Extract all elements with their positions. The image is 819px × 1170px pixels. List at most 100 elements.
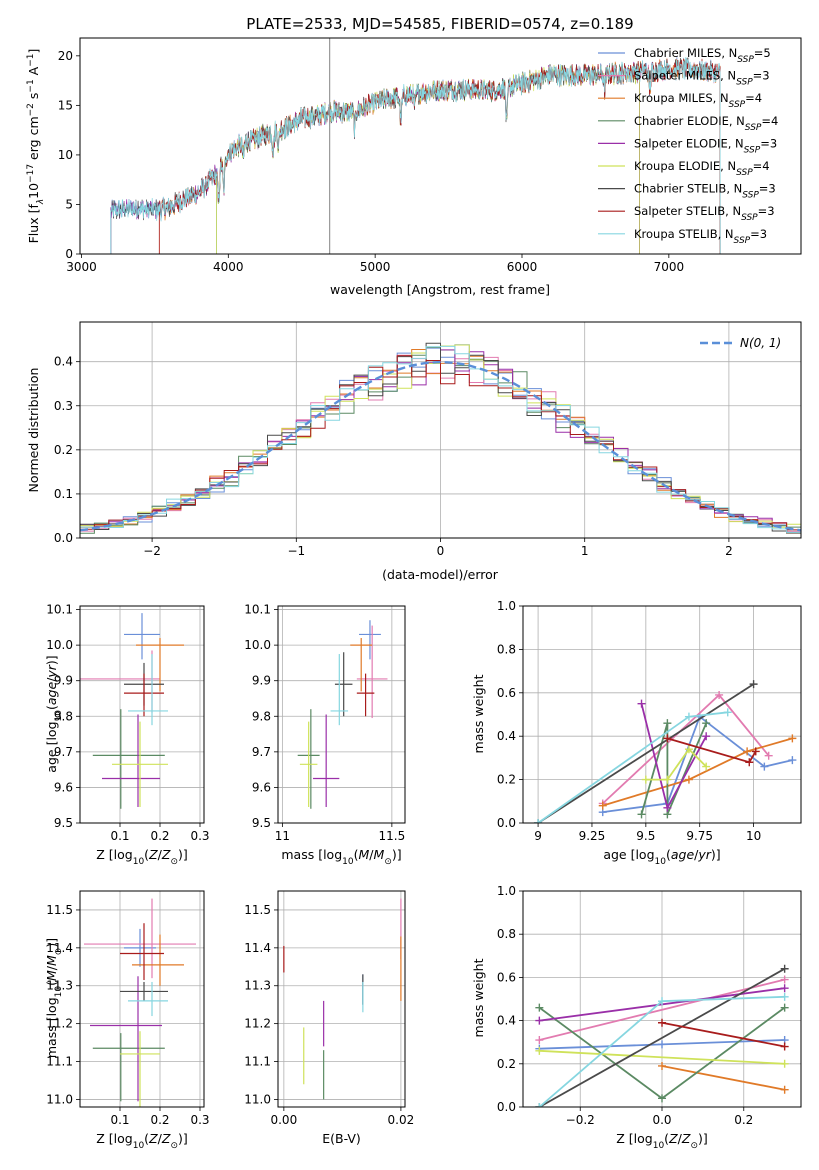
x-axis-label: Z [log10(Z/Z⊙)] [96,847,188,867]
label-part: A [26,66,41,79]
y-tick-label: 0.2 [54,443,73,457]
legend-entry: N(0, 1) [740,336,781,350]
label-part: / [158,847,163,862]
weight-line [661,1065,785,1091]
y-tick-label: 10.1 [244,603,271,617]
x-tick-label: 0.2 [734,1113,753,1127]
x-tick-label: 0.00 [270,1113,297,1127]
x-tick-label: 9.75 [686,829,713,843]
y-tick-label: 0 [65,247,73,261]
label-part: =4 [745,91,762,105]
label-part: ⊙ [170,857,178,867]
weight-marker [788,756,797,765]
label-part: 10 [342,857,354,867]
grid [278,891,405,1107]
model-spectrum-line [110,57,721,254]
plot-area [535,964,789,1107]
y-axis-label: age [log10(age/yr)] [44,655,64,772]
label-part: s [26,93,41,104]
x-axis-label: mass [log10(M/M⊙)] [281,847,401,867]
label-part: ( [144,1131,149,1146]
axes-age-vs-mass: 11 11.5 9.5 9.6 9.7 9.8 9.9 10.0 10.1 mass [log10… [244,603,406,867]
weight-marker [535,1103,544,1107]
y-tick-label: 9.9 [54,674,73,688]
label-part: yr [44,664,59,678]
label-part: Z [148,1131,158,1146]
axes-frame [522,605,802,824]
y-tick-label: 0.0 [54,531,73,545]
label-part: )] [698,1131,708,1146]
label-part: SSP [737,55,754,65]
label-part: SSP [734,236,751,246]
residual-histogram [80,342,801,534]
label-part: Z [log [616,1131,652,1146]
label-part: 10 [133,1141,145,1151]
x-axis-label: Z [log10(Z/Z⊙)] [96,1131,188,1151]
grid [523,605,801,824]
weight-line [645,747,707,781]
plot-area [80,342,801,534]
weight-marker [535,1016,544,1025]
y-tick-label: 11.5 [46,903,73,917]
weight-marker [780,975,789,984]
y-tick-label: 9.8 [54,709,73,723]
label-part: ( [354,847,359,862]
plot-area [297,620,388,809]
y-tick-label: 20 [58,49,73,63]
label-part: M [44,970,59,981]
weight-marker [534,819,543,823]
axes-weight-vs-age: 9 9.25 9.5 9.75 10 0.0 0.2 0.4 0.6 0.8 1.0 age [log… [471,599,802,867]
plot-area [534,680,797,823]
axes-frame [79,890,205,1108]
axes-spectrum: 3000 4000 5000 6000 7000 0 5 10 15 20 Chabrier MIL… [26,37,802,297]
legend-entry: Kroupa STELIB, NSSP=3 [634,227,767,246]
figure-title: PLATE=2533, MJD=54585, FIBERID=0574, z=0… [246,15,633,33]
y-tick-label: 9.5 [54,816,73,830]
label-part: SSP [745,123,762,133]
label-part: ⊙ [690,1141,698,1151]
label-part: age [log [603,847,654,862]
weight-marker [780,984,789,993]
label-part: −1 [26,54,36,67]
weight-marker [745,758,754,767]
x-tick-label: 0.2 [150,829,169,843]
label-part: Z [668,1131,678,1146]
y-tick-label: 0.4 [54,355,73,369]
legend-entry: Chabrier STELIB, NSSP=3 [634,182,776,201]
x-tick-label: 9 [534,829,542,843]
residual-histogram [80,355,801,531]
grid [80,891,204,1107]
label-part: ⊙ [384,857,392,867]
y-tick-label: 0.0 [497,1100,516,1114]
x-tick-label: −0.2 [566,1113,595,1127]
label-part: 10 [653,1141,665,1151]
plot-area [110,38,721,254]
axes-frame [522,890,802,1108]
label-part: =3 [760,136,777,150]
weight-line [539,978,785,1041]
x-axis-label: wavelength [Angstrom, rest frame] [330,282,550,297]
weight-marker [684,745,693,754]
weight-marker [780,964,789,973]
x-tick-label: 3000 [66,260,97,274]
weight-marker [715,690,724,699]
label-part: −2 [26,103,36,116]
legend-entry: Salpeter MILES, NSSP=3 [634,69,770,88]
weight-line [602,737,793,807]
y-axis-label: Flux [fλ10−17 erg cm−2 s−1 A−1] [26,49,46,244]
weight-line [640,722,708,815]
label-part: Z [148,847,158,862]
y-tick-label: 11.0 [46,1092,73,1106]
weight-marker [764,751,773,760]
y-tick-label: 9.5 [252,816,271,830]
y-tick-label: 0.4 [497,729,516,743]
label-part: age [log [44,721,59,772]
x-tick-label: 0.3 [190,829,209,843]
axes-frame [79,605,205,824]
label-part: =3 [753,69,770,83]
y-tick-label: 11.1 [244,1055,271,1069]
label-part: SSP [742,191,759,201]
y-tick-label: 10.0 [244,638,271,652]
label-part: )] [44,655,59,665]
legend-entry: Kroupa MILES, NSSP=4 [634,91,762,110]
